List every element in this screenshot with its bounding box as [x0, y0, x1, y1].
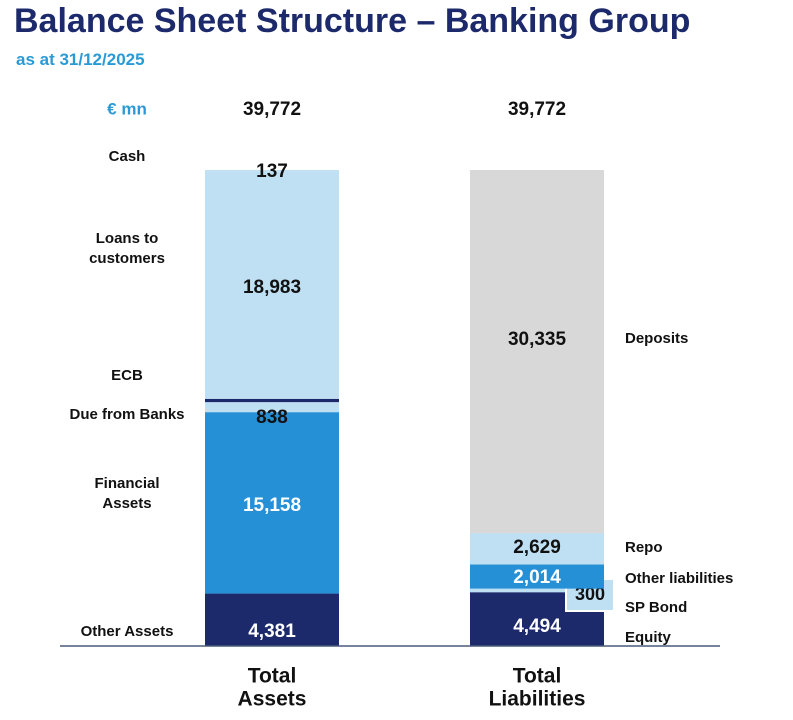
- page-title: Balance Sheet Structure – Banking Group: [14, 2, 691, 40]
- value-label-repo: 2,629: [513, 537, 561, 558]
- value-label-equity: 4,494: [513, 616, 561, 637]
- axis-category-label: Liabilities: [489, 688, 586, 711]
- bar-segment-repo: [470, 533, 604, 565]
- bar-segment-sp-bond: [470, 588, 604, 593]
- category-label-financial-assets: Assets: [102, 495, 151, 512]
- category-label-sp-bond: SP Bond: [625, 599, 687, 616]
- value-label-sp-bond: 300: [575, 584, 605, 604]
- category-label-ecb: ECB: [111, 367, 143, 384]
- value-label-other-assets: 4,381: [248, 621, 296, 642]
- bar-segment-cash: [205, 169, 339, 172]
- total-value-label: 39,772: [243, 99, 301, 120]
- value-label-loans-to-customers: 18,983: [243, 277, 301, 298]
- category-label-other-assets: Other Assets: [81, 623, 174, 640]
- category-label-other-liabilities: Other liabilities: [625, 570, 733, 587]
- value-label-financial-assets: 15,158: [243, 495, 301, 516]
- axis-category-label: Total: [513, 665, 562, 688]
- category-label-cash: Cash: [109, 148, 146, 165]
- bar-segment-ecb: [205, 398, 339, 403]
- value-label-cash: 137: [256, 161, 288, 182]
- unit-label: € mn: [107, 99, 147, 118]
- value-label-due-from-banks: 838: [256, 407, 288, 428]
- value-label-deposits: 30,335: [508, 329, 567, 350]
- axis-category-label: Assets: [238, 688, 307, 711]
- category-label-deposits: Deposits: [625, 330, 688, 347]
- page-subtitle: as at 31/12/2025: [16, 50, 145, 69]
- category-label-equity: Equity: [625, 629, 671, 646]
- category-label-loans-to-customers: customers: [89, 250, 165, 267]
- category-label-financial-assets: Financial: [94, 475, 159, 492]
- category-label-due-from-banks: Due from Banks: [69, 406, 184, 423]
- category-label-loans-to-customers: Loans to: [96, 230, 159, 247]
- category-label-repo: Repo: [625, 539, 663, 556]
- total-value-label: 39,772: [508, 99, 566, 120]
- bar-segment-deposits: [470, 170, 604, 534]
- bar-segment-loans-to-customers: [205, 171, 339, 399]
- bar-segment-other-liabilities: [470, 564, 604, 589]
- bar-segment-other-assets: [205, 593, 339, 646]
- bar-segment-financial-assets: [205, 412, 339, 594]
- axis-category-label: Total: [248, 665, 297, 688]
- value-label-other-liabilities: 2,014: [513, 567, 561, 588]
- bar-segment-due-from-banks: [205, 402, 339, 413]
